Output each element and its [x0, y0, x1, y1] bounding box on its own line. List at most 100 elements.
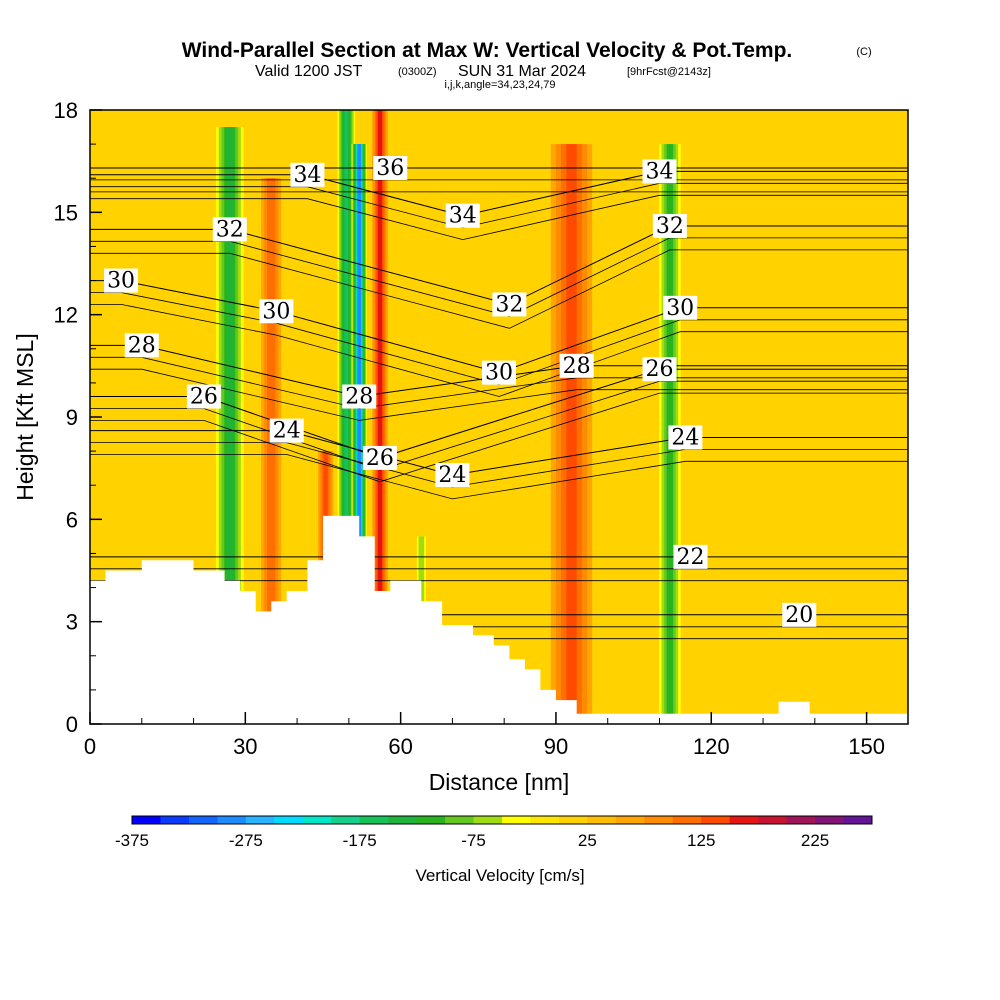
colorbar-segment	[558, 816, 588, 824]
contour-label-text: 24	[273, 419, 301, 444]
contour-label-text: 30	[666, 296, 694, 321]
colorbar-segment	[672, 816, 702, 824]
contour-label-box	[124, 333, 159, 358]
colorbar-segment	[388, 816, 418, 824]
colorbar-tick-label: 225	[801, 831, 829, 850]
contour-label-box	[642, 159, 677, 184]
contour-label-text: 34	[293, 163, 321, 188]
contour-label-text: 28	[128, 333, 156, 358]
colorbar-label: Vertical Velocity [cm/s]	[415, 866, 584, 885]
contour-label-text: 24	[438, 463, 466, 488]
colorbar-tick-label: 125	[687, 831, 715, 850]
valid-time-line: Valid 1200 JST (0300Z) SUN 31 Mar 2024 […	[255, 63, 711, 80]
contour-label-text: 32	[495, 292, 523, 317]
y-axis-label: Height [Kft MSL]	[12, 333, 38, 500]
terrain-mask	[90, 515, 908, 724]
contour-label-box	[492, 292, 527, 317]
colorbar-segment	[416, 816, 446, 824]
contour-label-box	[642, 357, 677, 382]
contour-label-box	[212, 217, 247, 242]
contour-label-box	[782, 602, 817, 627]
contour-label: 30	[259, 299, 294, 324]
contour-label: 24	[668, 425, 703, 450]
contour-label: 28	[342, 384, 377, 410]
contour-label: 26	[186, 384, 221, 410]
contour-label-text: 26	[645, 357, 673, 382]
theta-contour-32-aux	[90, 249, 908, 329]
contour-label-text: 26	[190, 385, 218, 410]
contour-label: 28	[124, 333, 159, 358]
chart-title: Wind-Parallel Section at Max W: Vertical…	[182, 39, 793, 62]
colorbar-tick-label: -175	[343, 831, 377, 850]
contour-label-box	[186, 384, 221, 409]
contour-label: 32	[212, 217, 247, 242]
theta-contour-30-aux	[90, 304, 908, 397]
velocity-band	[267, 178, 276, 724]
contour-label: 24	[435, 462, 470, 488]
contour-label-text: 34	[645, 159, 673, 184]
contour-label: 28	[559, 353, 594, 379]
contour-label: 30	[482, 360, 516, 386]
colorbar-segment	[815, 816, 845, 824]
x-tick-label: 60	[388, 734, 412, 759]
velocity-band	[377, 110, 382, 724]
velocity-band	[566, 144, 577, 724]
y-tick-label: 15	[54, 200, 78, 225]
velocity-feature-5	[372, 110, 388, 724]
forecast-tag: [9hrFcst@2143z]	[627, 66, 711, 78]
y-tick-label: 12	[54, 303, 78, 328]
contour-label: 34	[290, 162, 325, 188]
y-tick-label: 9	[66, 405, 78, 430]
colorbar-segment	[188, 816, 218, 824]
colorbar-segment	[587, 816, 617, 824]
x-axis-label: Distance [nm]	[429, 769, 570, 795]
colorbar-segment	[502, 816, 531, 824]
contour-label-box	[373, 155, 408, 180]
contour-label-text: 26	[366, 446, 394, 471]
contour-label-text: 32	[216, 217, 244, 242]
colorbar-segment	[758, 816, 788, 824]
x-tick-label: 150	[848, 734, 885, 759]
contour-label-text: 30	[262, 299, 290, 324]
contour-label: 32	[492, 292, 527, 317]
colorbar-segment	[615, 816, 645, 824]
contour-label: 26	[362, 445, 397, 471]
contour-label-box	[259, 299, 294, 324]
x-tick-label: 0	[84, 734, 96, 759]
valid-prefix: Valid 1200 JST	[255, 63, 363, 80]
colorbar-segment	[331, 816, 361, 824]
colorbar-segment	[786, 816, 816, 824]
colorbar-frame	[131, 815, 873, 825]
contour-label-box	[290, 162, 325, 187]
colorbar-segment	[473, 816, 503, 824]
theta-contour-26-aux	[90, 392, 908, 483]
theta-contour-28-aux	[90, 368, 908, 421]
contour-label-text: 28	[563, 354, 591, 379]
copyright-mark: (C)	[856, 46, 871, 58]
contour-label-box	[269, 418, 304, 443]
contour-label-box	[104, 268, 139, 293]
contour-label-box	[445, 203, 480, 228]
x-tick-label: 120	[693, 734, 730, 759]
colorbar-segment	[302, 816, 332, 824]
y-tick-label: 6	[66, 507, 78, 532]
contour-label-box	[482, 360, 516, 385]
colorbar-tick-label: -275	[229, 831, 263, 850]
contour-label-text: 32	[656, 214, 684, 239]
contour-label: 34	[642, 159, 677, 184]
colorbar-segment	[701, 816, 731, 824]
y-tick-label: 18	[54, 98, 78, 123]
colorbar-segment	[359, 816, 389, 824]
theta-contour-34-aux	[90, 194, 908, 241]
contour-label-box	[559, 353, 594, 378]
contour-label-box	[673, 544, 708, 569]
y-tick-label: 3	[66, 610, 78, 635]
contour-label: 24	[269, 418, 304, 444]
colorbar-segment	[160, 816, 190, 824]
contour-label: 20	[782, 602, 817, 628]
contour-label: 36	[373, 155, 408, 181]
contour-label-text: 24	[671, 425, 699, 450]
velocity-band	[227, 127, 233, 724]
